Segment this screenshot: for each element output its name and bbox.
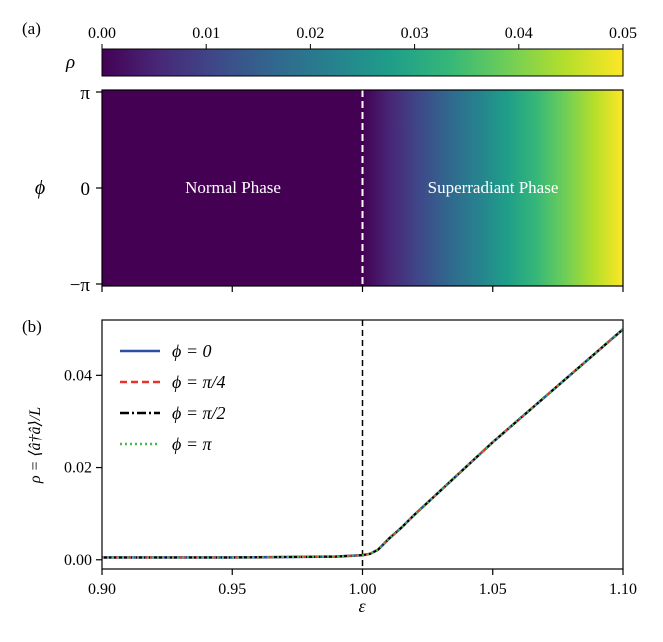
heatmap-panel: Normal Phase Superradiant Phase π 0 −π ϕ (35, 83, 624, 296)
line-x-axis-label: ε (358, 596, 366, 616)
series-line (102, 328, 624, 559)
heatmap-y-tick-label: 0 (81, 179, 91, 200)
colorbar-tick-label: 0.03 (401, 25, 429, 42)
line-x-tick-label: 1.10 (609, 581, 637, 598)
colorbar-tick-label: 0.02 (296, 25, 324, 42)
colorbar-fill (101, 48, 624, 77)
heatmap-y-axis-label: ϕ (35, 177, 45, 199)
colorbar-ticks: 0.00 0.01 0.02 0.03 0.04 0.05 (88, 25, 637, 49)
line-series-group (102, 328, 624, 559)
line-panel: 0.90 0.95 1.00 1.05 1.10 0.00 0.02 0.04 ε ρ = … (27, 319, 637, 616)
normal-phase-label: Normal Phase (185, 178, 281, 197)
superradiant-phase-label: Superradiant Phase (428, 178, 559, 197)
colorbar-tick-label: 0.05 (609, 25, 637, 42)
line-x-ticks: 0.90 0.95 1.00 1.05 1.10 (88, 569, 637, 598)
colorbar: 0.00 0.01 0.02 0.03 0.04 0.05 ρ (65, 25, 637, 77)
panel-a-label: (a) (22, 19, 41, 38)
legend-entry-label: ϕ = π (172, 434, 212, 454)
line-x-tick-label: 0.90 (88, 581, 116, 598)
heatmap-fill (102, 90, 623, 286)
legend-entry-label: ϕ = π/2 (172, 403, 225, 423)
line-y-tick-label: 0.02 (64, 460, 92, 477)
colorbar-tick-label: 0.00 (88, 25, 116, 42)
colorbar-tick-label: 0.04 (505, 25, 533, 42)
legend: ϕ = 0 ϕ = π/4 ϕ = π/2 ϕ = π (120, 341, 225, 454)
colorbar-tick-label: 0.01 (192, 25, 220, 42)
heatmap-x-ticks (101, 286, 624, 292)
line-y-tick-label: 0.00 (64, 552, 92, 569)
heatmap-y-tick-label: π (80, 83, 90, 104)
colorbar-label: ρ (65, 52, 75, 73)
heatmap-y-ticks: π 0 −π (70, 83, 102, 296)
line-x-tick-label: 1.05 (479, 581, 507, 598)
legend-entry-label: ϕ = π/4 (172, 372, 225, 392)
heatmap-y-tick-label: −π (70, 275, 91, 296)
line-x-tick-label: 1.00 (349, 581, 377, 598)
line-y-axis-label: ρ = ⟨â†â⟩/L (27, 407, 44, 484)
line-y-tick-label: 0.04 (64, 367, 92, 384)
line-y-ticks: 0.00 0.02 0.04 (64, 367, 102, 569)
line-x-tick-label: 0.95 (218, 581, 246, 598)
panel-b-label: (b) (22, 317, 42, 336)
legend-entry-label: ϕ = 0 (172, 341, 211, 361)
